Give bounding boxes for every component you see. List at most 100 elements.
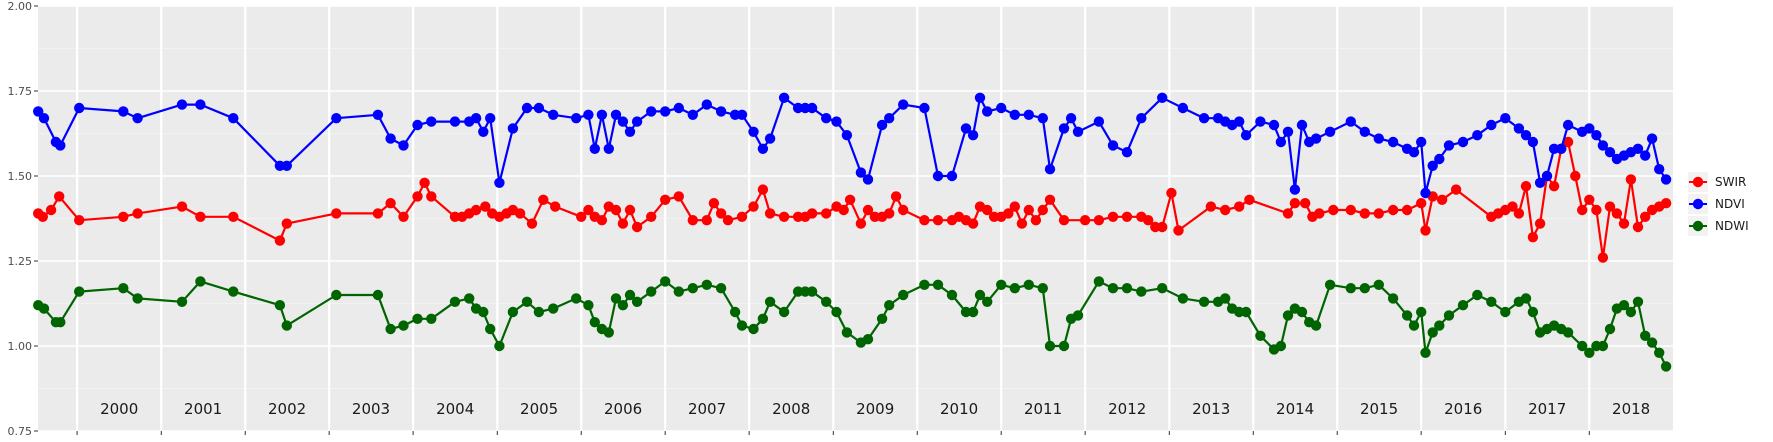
data-point-swir xyxy=(673,191,684,202)
year-label: 2016 xyxy=(1444,400,1482,418)
data-point-ndvi xyxy=(372,109,384,121)
data-point-swir xyxy=(1527,232,1539,243)
y-tick-label: 1.00 xyxy=(8,340,33,353)
data-point-ndvi xyxy=(831,116,842,127)
data-point-ndvi xyxy=(736,109,748,121)
data-point-swir xyxy=(1300,198,1311,209)
data-point-ndwi xyxy=(1044,340,1056,352)
data-point-ndwi xyxy=(757,313,769,324)
data-point-swir xyxy=(806,208,818,219)
data-point-ndwi xyxy=(687,283,698,294)
series-swir xyxy=(33,136,1672,263)
data-point-swir xyxy=(617,218,629,229)
data-point-swir xyxy=(596,215,608,226)
data-point-ndwi xyxy=(38,303,50,314)
data-point-swir xyxy=(74,215,85,226)
y-tick-label: 1.75 xyxy=(8,85,33,98)
data-point-swir xyxy=(1373,208,1385,219)
data-point-ndvi xyxy=(1408,147,1420,158)
legend-label-ndvi: NDVI xyxy=(1715,197,1745,211)
year-label: 2005 xyxy=(520,400,558,418)
data-point-ndwi xyxy=(736,320,748,331)
data-point-ndvi xyxy=(748,126,759,137)
data-point-ndwi xyxy=(1324,279,1336,290)
data-point-ndwi xyxy=(1457,300,1469,311)
data-point-swir xyxy=(1173,225,1184,236)
data-point-swir xyxy=(1234,201,1245,212)
data-point-ndwi xyxy=(1427,327,1438,338)
data-point-ndvi xyxy=(1023,109,1034,121)
data-point-ndvi xyxy=(821,113,832,124)
data-point-swir xyxy=(862,204,874,216)
data-point-swir xyxy=(869,211,881,222)
legend: SWIR NDVI NDWI xyxy=(1688,172,1749,236)
data-point-ndvi xyxy=(1486,119,1497,131)
data-point-ndwi xyxy=(1107,283,1119,294)
data-point-ndvi xyxy=(1065,113,1077,124)
data-point-ndwi xyxy=(778,306,790,318)
data-point-ndvi xyxy=(673,102,684,114)
data-point-ndwi xyxy=(1220,293,1231,304)
data-point-ndvi xyxy=(646,106,657,117)
data-point-swir xyxy=(1577,204,1588,216)
data-point-ndwi xyxy=(1255,330,1266,341)
data-point-ndwi xyxy=(974,289,986,301)
data-point-ndwi xyxy=(1443,310,1455,321)
data-point-ndvi xyxy=(617,116,629,127)
data-point-ndvi xyxy=(1562,119,1574,131)
data-point-ndwi xyxy=(1646,337,1658,348)
data-point-ndwi xyxy=(1198,296,1210,307)
data-point-ndwi xyxy=(610,293,622,304)
data-point-ndwi xyxy=(1434,320,1445,331)
data-point-swir xyxy=(708,198,720,209)
data-point-ndwi xyxy=(841,327,853,338)
data-point-swir xyxy=(748,201,759,212)
data-point-ndwi xyxy=(1654,347,1665,358)
data-point-ndvi xyxy=(687,109,698,121)
data-point-swir xyxy=(1016,218,1028,229)
data-point-swir xyxy=(821,208,832,219)
data-point-ndwi xyxy=(1640,330,1651,341)
data-point-ndwi xyxy=(1009,283,1020,294)
data-point-ndvi xyxy=(1009,109,1020,121)
data-point-swir xyxy=(1205,201,1217,212)
data-point-swir xyxy=(646,211,657,222)
data-point-swir xyxy=(1030,215,1042,226)
data-point-ndwi xyxy=(274,300,286,311)
data-point-swir xyxy=(1625,174,1637,185)
data-point-swir xyxy=(967,218,979,229)
data-point-ndwi xyxy=(729,306,741,318)
data-point-ndwi xyxy=(1408,320,1420,331)
data-point-swir xyxy=(412,191,423,202)
data-point-swir xyxy=(757,184,769,195)
data-point-ndvi xyxy=(1198,113,1210,124)
data-point-ndvi xyxy=(176,99,188,110)
data-point-swir xyxy=(701,215,712,226)
data-point-ndwi xyxy=(1037,283,1049,294)
data-point-ndwi xyxy=(1527,306,1539,318)
data-point-ndwi xyxy=(764,296,776,307)
data-point-ndwi xyxy=(1584,347,1595,358)
data-point-swir xyxy=(1562,136,1574,148)
data-point-ndvi xyxy=(1289,184,1301,195)
data-point-ndvi xyxy=(1037,113,1049,124)
data-point-ndvi xyxy=(1387,136,1399,148)
data-point-ndwi xyxy=(548,303,559,314)
data-point-ndwi xyxy=(1240,306,1252,318)
data-point-swir xyxy=(1640,211,1651,222)
data-point-ndvi xyxy=(470,113,482,124)
data-point-swir xyxy=(1244,194,1255,205)
year-label: 2008 xyxy=(772,400,810,418)
data-point-ndwi xyxy=(1387,293,1399,304)
data-point-ndwi xyxy=(919,279,930,290)
data-point-swir xyxy=(736,211,748,222)
data-point-ndvi xyxy=(1093,116,1105,127)
data-point-swir xyxy=(764,208,776,219)
data-point-ndwi xyxy=(1058,340,1070,352)
data-point-swir xyxy=(624,204,636,216)
data-point-swir xyxy=(372,208,384,219)
data-point-ndvi xyxy=(1556,143,1567,154)
data-point-ndvi xyxy=(876,119,888,131)
year-label: 2000 xyxy=(100,400,138,418)
data-point-ndvi xyxy=(919,102,930,114)
